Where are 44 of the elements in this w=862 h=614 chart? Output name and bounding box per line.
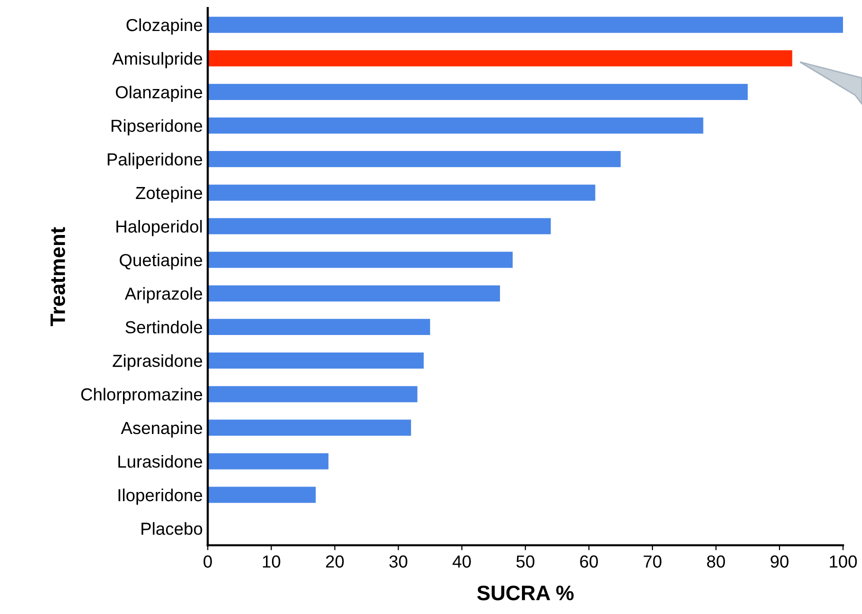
y-tick-label: Sertindole	[126, 320, 202, 334]
y-tick-label: Ariprazole	[124, 287, 202, 304]
bar	[208, 318, 430, 336]
bar	[208, 285, 500, 302]
x-tick-label: 80	[707, 555, 725, 568]
bar	[208, 151, 621, 168]
y-tick-label: Lurasidone	[118, 454, 202, 468]
x-tick-label: 40	[452, 555, 471, 568]
x-tick-label: 30	[389, 555, 408, 568]
y-tick-label: Ziprasidone	[112, 354, 202, 370]
bar	[208, 218, 551, 234]
bar	[208, 486, 316, 503]
x-axis-title: SUCRA %	[477, 586, 574, 600]
bar	[208, 352, 424, 369]
x-tick-label: 50	[516, 555, 534, 568]
y-tick-label: Ripseridone	[112, 119, 202, 136]
x-tick-label: 60	[580, 555, 598, 568]
y-tick-label: Amisulpride	[112, 52, 202, 68]
y-tick-label: Zotepine	[136, 186, 202, 203]
y-tick-label: Quetiapine	[120, 254, 202, 270]
bar	[208, 252, 513, 268]
x-tick-label: 20	[326, 555, 344, 568]
y-axis-title: Treatment	[50, 227, 66, 326]
x-tick-label: 70	[644, 555, 662, 568]
y-tick-label: Iloperidone	[118, 488, 202, 505]
bar	[208, 117, 704, 134]
bar	[208, 453, 328, 470]
y-tick-label: Paliperidone	[108, 152, 202, 169]
y-tick-label: Clozapine	[126, 18, 202, 35]
y-tick-label: Asenapine	[120, 421, 202, 438]
x-tick-label: 90	[770, 555, 788, 568]
bar	[208, 50, 792, 66]
bar	[208, 184, 596, 201]
x-tick-label: 100	[830, 555, 857, 568]
bar	[208, 84, 748, 100]
y-tick-label: Olanzapine	[116, 86, 202, 102]
bar	[208, 420, 412, 436]
y-tick-label: Haloperidol	[116, 220, 202, 236]
bar	[208, 16, 844, 33]
x-tick-label: 0	[204, 555, 212, 568]
y-tick-label: Placebo	[142, 522, 202, 535]
y-tick-label: Chlorpromazine	[81, 388, 202, 404]
bar	[208, 386, 418, 402]
x-tick-label: 10	[262, 555, 280, 568]
